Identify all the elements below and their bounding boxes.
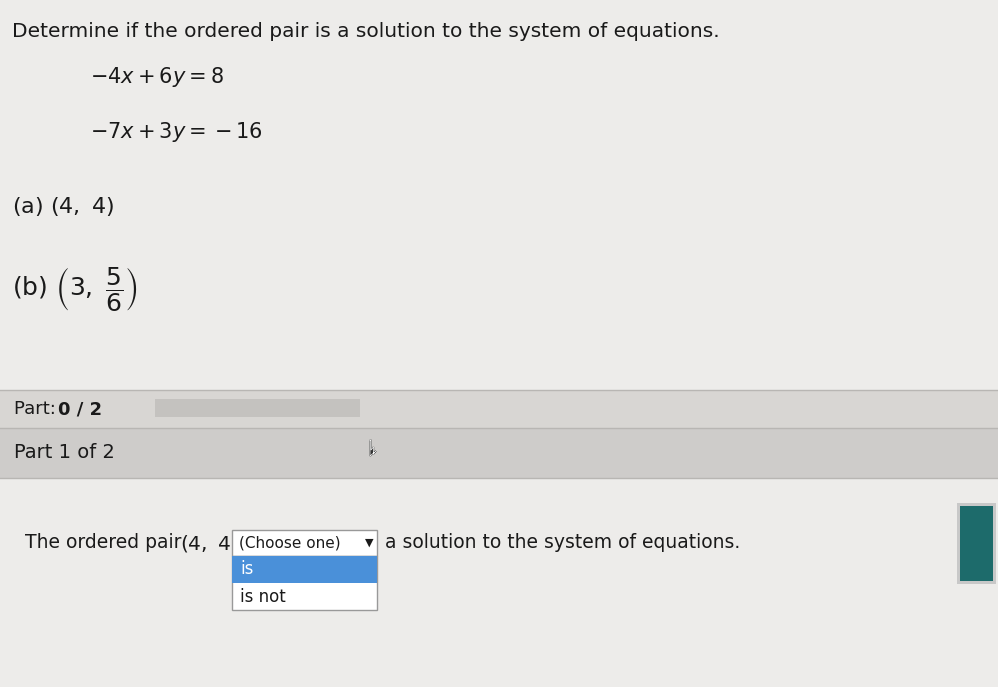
- Text: $-7x+3y=-16$: $-7x+3y=-16$: [90, 120, 262, 144]
- Polygon shape: [370, 440, 376, 456]
- Text: Part:: Part:: [14, 400, 62, 418]
- Bar: [232, 556, 377, 610]
- Bar: [0, 0, 998, 390]
- Text: (Choose one): (Choose one): [239, 535, 340, 550]
- Text: 0 / 2: 0 / 2: [58, 400, 102, 418]
- Text: The ordered pair: The ordered pair: [25, 534, 188, 552]
- Text: Determine if the ordered pair is a solution to the system of equations.: Determine if the ordered pair is a solut…: [12, 22, 720, 41]
- Text: is: is: [240, 561, 253, 578]
- Text: (b) $\left(3,\ \dfrac{5}{6}\right)$: (b) $\left(3,\ \dfrac{5}{6}\right)$: [12, 265, 138, 313]
- Bar: [0, 390, 998, 428]
- Bar: [155, 399, 360, 417]
- Text: Part 1 of 2: Part 1 of 2: [14, 444, 115, 462]
- Bar: [232, 556, 377, 583]
- Bar: [960, 506, 993, 581]
- Text: ▼: ▼: [365, 538, 373, 548]
- Text: is not: is not: [240, 587, 285, 605]
- Bar: [957, 503, 996, 584]
- Text: $\left(4,\ 4\right)$: $\left(4,\ 4\right)$: [180, 532, 239, 554]
- Bar: [0, 428, 998, 478]
- Bar: [232, 556, 377, 610]
- Bar: [232, 530, 377, 556]
- Text: (a) $\left(4,\ 4\right)$: (a) $\left(4,\ 4\right)$: [12, 195, 115, 218]
- Text: $-4x+6y=8$: $-4x+6y=8$: [90, 65, 224, 89]
- Text: a solution to the system of equations.: a solution to the system of equations.: [385, 534, 741, 552]
- Bar: [0, 478, 998, 687]
- Bar: [232, 530, 377, 556]
